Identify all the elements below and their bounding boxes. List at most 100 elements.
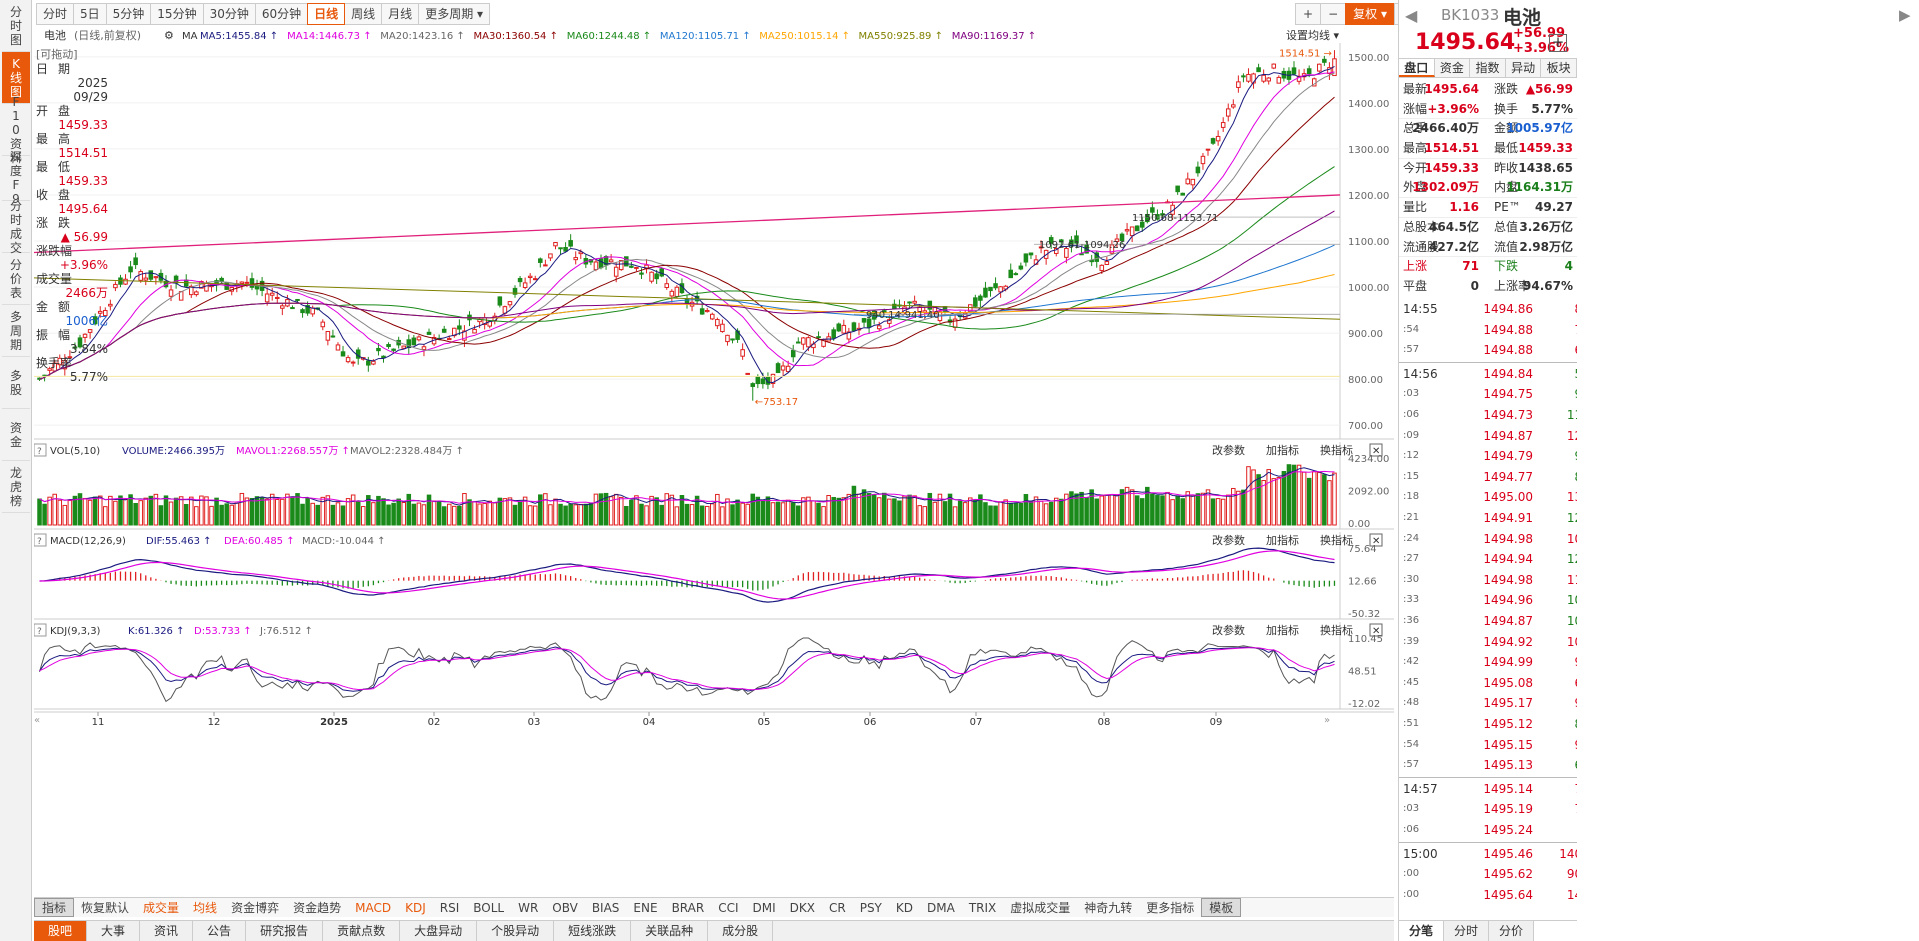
tick-tab-2[interactable]: 分价	[1489, 921, 1535, 941]
bottom-tab-6[interactable]: 大盘异动	[400, 921, 478, 941]
bottom-tab-7[interactable]: 个股异动	[477, 921, 555, 941]
indicator-15[interactable]: CCI	[718, 900, 739, 915]
leftnav-item-0[interactable]: 分时图	[2, 0, 30, 52]
indicator-11[interactable]: OBV	[552, 900, 578, 915]
period-tab-2[interactable]: 5分钟	[105, 2, 152, 25]
indicator-1[interactable]: 恢复默认	[81, 901, 130, 915]
indicator-7[interactable]: KDJ	[405, 900, 426, 915]
leftnav-item-3[interactable]: 深度F9	[2, 150, 30, 206]
bottom-tab-9[interactable]: 关联品种	[631, 921, 709, 941]
period-tab-4[interactable]: 30分钟	[202, 2, 256, 25]
tick-tab-0[interactable]: 分笔	[1399, 921, 1445, 941]
bottom-tab-5[interactable]: 贡献点数	[323, 921, 401, 941]
period-tab-9[interactable]: 更多周期 ▾	[418, 2, 491, 25]
leftnav-item-5[interactable]: 分价表	[2, 253, 30, 305]
vol-bar	[882, 492, 887, 526]
indicator-17[interactable]: DKX	[789, 900, 815, 915]
indicator-9[interactable]: BOLL	[473, 900, 505, 915]
period-tab-8[interactable]: 月线	[381, 2, 420, 25]
candle	[887, 319, 892, 324]
leftnav-item-7[interactable]: 多股	[2, 357, 30, 409]
tool-btn-2[interactable]: 复权 ▾	[1345, 2, 1395, 25]
next-icon[interactable]: ▶	[1899, 6, 1911, 24]
bottom-tab-1[interactable]: 大事	[87, 921, 141, 941]
info-tab-4[interactable]: 板块	[1541, 59, 1577, 77]
vol-bar	[1291, 464, 1297, 526]
candle	[97, 310, 103, 314]
leftnav-item-1[interactable]: K线图	[2, 52, 30, 104]
add-watchlist-icon[interactable]: +	[1549, 34, 1567, 52]
indicator-22[interactable]: TRIX	[968, 900, 997, 915]
bottom-tab-4[interactable]: 研究报告	[246, 921, 324, 941]
bottom-tab-0[interactable]: 股吧	[34, 921, 88, 941]
period-tab-0[interactable]: 分时	[36, 2, 75, 25]
leftnav-item-6[interactable]: 多周期	[2, 305, 30, 357]
indicator-21[interactable]: DMA	[927, 900, 955, 915]
indicator-23[interactable]: 虚拟成交量	[1010, 901, 1071, 915]
vol-bar	[168, 501, 174, 526]
bottom-tab-8[interactable]: 短线涨跌	[554, 921, 632, 941]
candle	[907, 301, 912, 304]
vol-bar	[1246, 466, 1251, 526]
indicator-20[interactable]: KD	[895, 900, 913, 915]
kline-chart[interactable]: 电池 (日线,前复权) ⚙ MA MA5:1455.84 ↑ MA14:1446.73 ↑…	[34, 27, 1394, 897]
info-tab-0[interactable]: 盘口	[1399, 59, 1435, 77]
indicator-26[interactable]: 模板	[1201, 898, 1242, 917]
period-tab-3[interactable]: 15分钟	[150, 2, 204, 25]
candle	[674, 286, 680, 297]
month-tick-7: 06	[864, 717, 877, 728]
vol-bar	[1231, 487, 1236, 526]
indicator-25[interactable]: 更多指标	[1146, 901, 1195, 915]
tool-btn-1[interactable]: −	[1320, 2, 1347, 25]
tick-tab-1[interactable]: 分时	[1444, 921, 1490, 941]
indicator-6[interactable]: MACD	[355, 900, 392, 915]
kdj-btn-2: 换指标	[1320, 623, 1353, 637]
vol-bar	[1043, 503, 1049, 526]
ma-line-30	[39, 96, 1335, 380]
vol-bar	[922, 506, 928, 526]
indicator-18[interactable]: CR	[828, 900, 846, 915]
bottom-tab-2[interactable]: 资讯	[140, 921, 194, 941]
indicator-8[interactable]: RSI	[439, 900, 460, 915]
vol-bar	[507, 497, 513, 526]
prev-icon[interactable]: ◀	[1405, 6, 1418, 25]
candle	[416, 336, 422, 341]
info-tab-2[interactable]: 指数	[1470, 59, 1506, 77]
indicator-2[interactable]: 成交量	[143, 901, 180, 915]
period-tab-1[interactable]: 5日	[73, 2, 107, 25]
vol-bar	[957, 500, 963, 526]
period-tab-7[interactable]: 周线	[344, 2, 383, 25]
kdj-legend-3: J:76.512 ↑	[259, 626, 313, 637]
period-tab-6[interactable]: 日线	[307, 2, 346, 25]
lp-value-4: 1459.33	[58, 118, 108, 132]
info-tab-3[interactable]: 异动	[1505, 59, 1542, 77]
indicator-13[interactable]: ENE	[633, 900, 658, 915]
bottom-tab-3[interactable]: 公告	[193, 921, 247, 941]
indicator-10[interactable]: WR	[518, 900, 539, 915]
leftnav-item-8[interactable]: 资金	[2, 409, 30, 461]
leftnav-item-2[interactable]: F10资料	[2, 95, 30, 165]
leftnav-item-4[interactable]: 分时成交	[2, 199, 30, 255]
candle	[973, 297, 978, 307]
tool-btn-0[interactable]: +	[1295, 2, 1322, 25]
indicator-12[interactable]: BIAS	[591, 900, 620, 915]
indicator-24[interactable]: 神奇九转	[1084, 901, 1133, 915]
indicator-5[interactable]: 资金趋势	[293, 901, 342, 915]
period-tab-5[interactable]: 60分钟	[254, 2, 309, 25]
indicator-4[interactable]: 资金博弈	[231, 901, 280, 915]
bottom-tab-10[interactable]: 成分股	[708, 921, 774, 941]
vol-bar	[416, 502, 422, 526]
leftnav-item-9[interactable]: 龙虎榜	[2, 461, 30, 513]
indicator-19[interactable]: PSY	[859, 900, 882, 915]
indicator-0[interactable]: 指标	[34, 898, 75, 917]
vol-bar	[1155, 495, 1160, 526]
drag-hint[interactable]: [可拖动]	[36, 48, 78, 61]
indicator-16[interactable]: DMI	[752, 900, 776, 915]
indicator-3[interactable]: 均线	[193, 901, 218, 915]
vol-bar	[72, 495, 78, 526]
price-tick-8: 700.00	[1348, 421, 1383, 432]
indicator-14[interactable]: BRAR	[671, 900, 705, 915]
info-tab-1[interactable]: 资金	[1434, 59, 1471, 77]
candle	[103, 309, 108, 317]
